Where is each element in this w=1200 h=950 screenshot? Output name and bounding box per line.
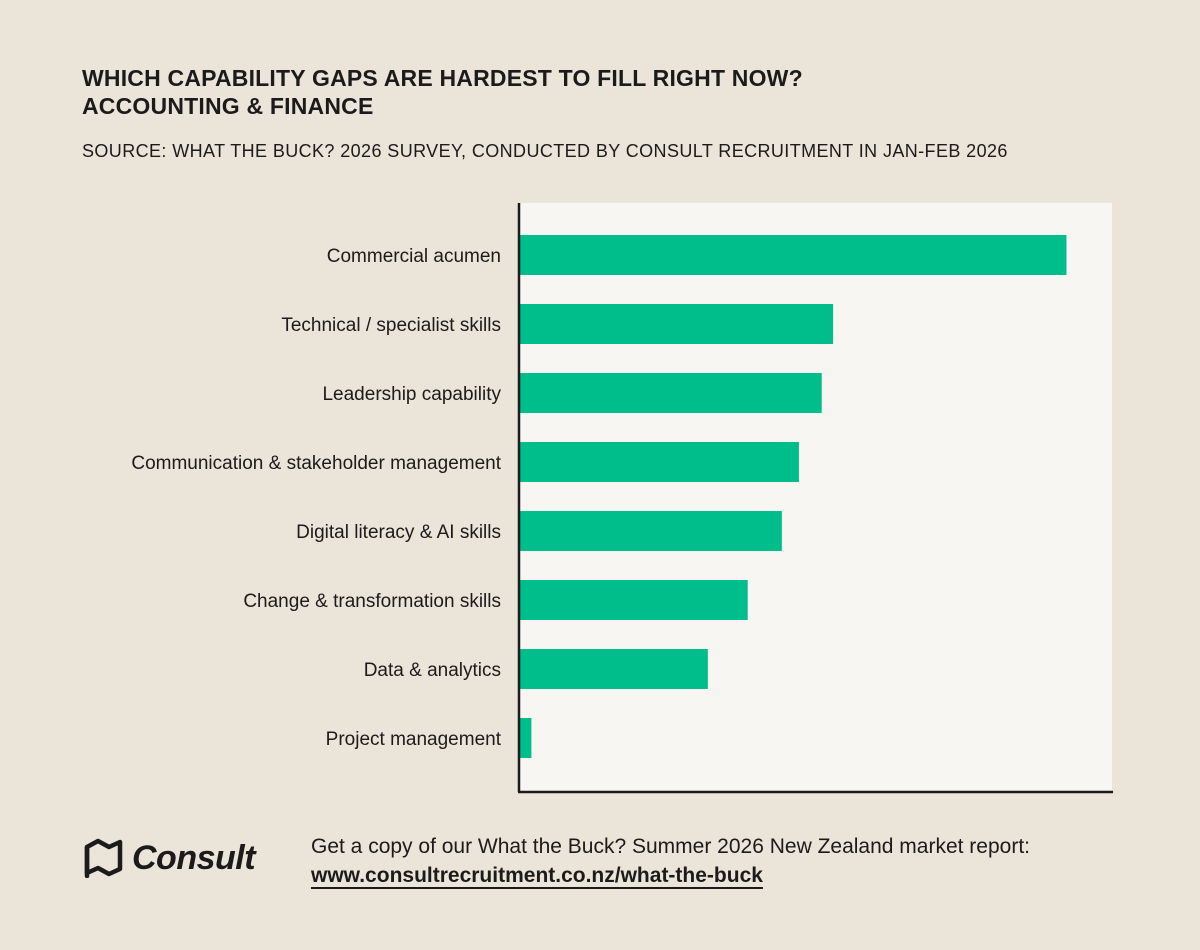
chart-title: WHICH CAPABILITY GAPS ARE HARDEST TO FIL…	[82, 64, 803, 120]
category-label: Commercial acumen	[327, 246, 501, 267]
bar-digital-literacy-ai-skills	[520, 511, 782, 551]
category-label: Change & transformation skills	[243, 591, 501, 612]
bars-group	[520, 235, 1067, 758]
bar-data-analytics	[520, 649, 708, 689]
footer-cta-text: Get a copy of our What the Buck? Summer …	[311, 835, 1031, 858]
footer-cta: Get a copy of our What the Buck? Summer …	[311, 832, 1030, 890]
chart-title-line1: WHICH CAPABILITY GAPS ARE HARDEST TO FIL…	[82, 65, 803, 91]
bar-communication-stakeholder-management	[520, 442, 799, 482]
bar-commercial-acumen	[520, 235, 1067, 275]
chart-source: SOURCE: WHAT THE BUCK? 2026 SURVEY, COND…	[82, 141, 1008, 161]
category-label: Data & analytics	[364, 660, 501, 681]
consult-logo: Consult	[82, 838, 256, 878]
category-label: Project management	[326, 729, 502, 750]
chart-title-line2: ACCOUNTING & FINANCE	[82, 93, 374, 119]
bar-project-management	[520, 718, 532, 758]
bar-change-transformation-skills	[520, 580, 748, 620]
consult-flag-icon	[84, 838, 123, 878]
report-link[interactable]: www.consultrecruitment.co.nz/what-the-bu…	[311, 864, 763, 887]
brand-name: Consult	[132, 839, 256, 877]
category-label: Communication & stakeholder management	[131, 453, 501, 474]
category-label: Digital literacy & AI skills	[296, 522, 501, 543]
bar-technical-specialist-skills	[520, 304, 834, 344]
category-label: Technical / specialist skills	[281, 315, 501, 336]
category-label: Leadership capability	[322, 384, 501, 405]
category-labels-group: Commercial acumen Technical / specialist …	[131, 246, 501, 750]
bar-leadership-capability	[520, 373, 822, 413]
plot-area	[519, 203, 1112, 791]
